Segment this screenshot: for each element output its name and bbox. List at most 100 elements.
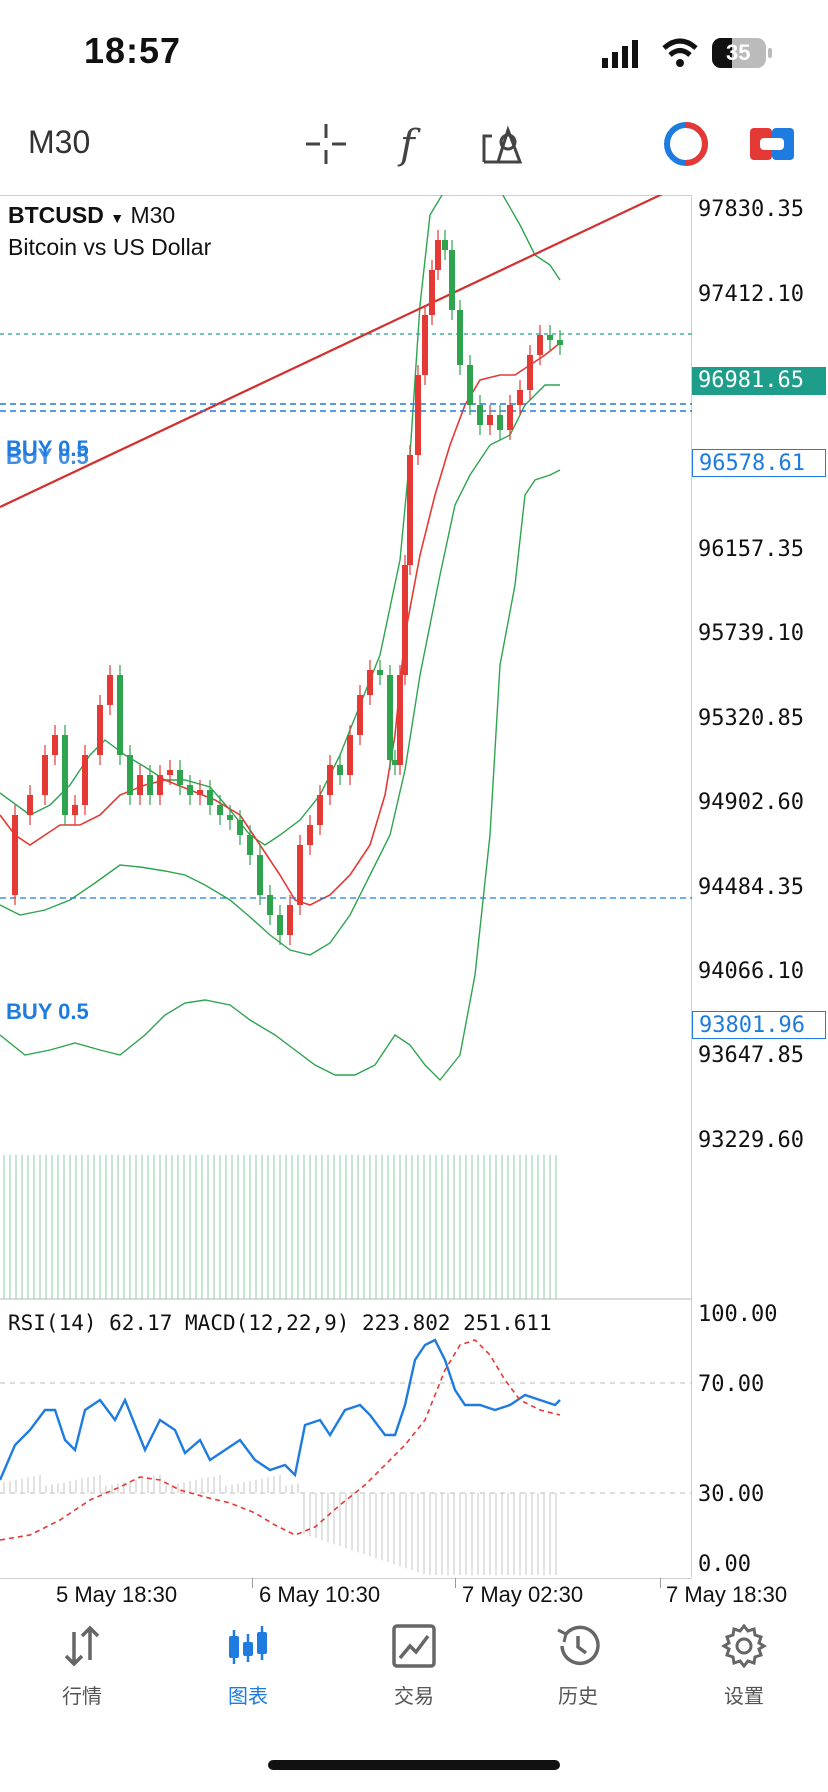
- x-axis-label: 7 May 02:30: [462, 1582, 584, 1607]
- timeframe-button[interactable]: M30: [28, 124, 91, 160]
- candle-body: [107, 675, 113, 705]
- moving-average-line: [0, 342, 561, 906]
- x-axis-line: [0, 1578, 692, 1579]
- macd-histogram: [3, 1475, 557, 1575]
- candle-body: [537, 335, 543, 355]
- candle-body: [397, 675, 403, 765]
- symbol-name: BTCUSD: [8, 202, 104, 228]
- candle-body: [27, 795, 33, 815]
- rsi-level: 0.00: [698, 1552, 751, 1577]
- candle-body: [307, 825, 313, 845]
- price-level: 94066.10: [698, 959, 804, 984]
- x-axis-label: 6 May 10:30: [259, 1582, 381, 1607]
- candle-body: [487, 415, 493, 425]
- price-level: 97412.10: [698, 282, 804, 307]
- x-tick: [455, 1578, 456, 1588]
- quotes-arrows-icon: [64, 1625, 100, 1667]
- candle-body: [392, 760, 398, 765]
- home-indicator: [268, 1760, 560, 1770]
- trade-chart-icon: [392, 1624, 436, 1668]
- nav-quotes[interactable]: 行情: [22, 1622, 142, 1709]
- rsi-line: [0, 1338, 561, 1481]
- wifi-icon: [662, 38, 698, 67]
- candle-body: [72, 805, 78, 815]
- candle-body: [387, 675, 393, 760]
- candle-body: [327, 765, 333, 795]
- chart-area[interactable]: [0, 195, 692, 1577]
- candle-body: [337, 765, 343, 775]
- price-level: 96157.35: [698, 537, 804, 562]
- objects-icon[interactable]: [478, 120, 526, 168]
- nav-history-label: 历史: [558, 1686, 598, 1708]
- candle-body: [429, 270, 435, 315]
- candle-body: [497, 415, 503, 430]
- candle-body: [357, 695, 363, 735]
- candle-body: [82, 755, 88, 805]
- candle-body: [449, 250, 455, 310]
- candle-body: [422, 315, 428, 375]
- symbol-timeframe: M30: [130, 202, 176, 228]
- battery-icon: 35: [712, 38, 766, 68]
- nav-chart[interactable]: 图表: [188, 1622, 308, 1709]
- x-tick: [660, 1578, 661, 1588]
- bollinger-upper-line: [0, 195, 561, 846]
- trade-panel-icon[interactable]: [748, 120, 796, 168]
- candle-body: [257, 855, 263, 895]
- nav-settings[interactable]: 设置: [684, 1622, 804, 1709]
- candle-body: [402, 565, 408, 675]
- nav-trade[interactable]: 交易: [354, 1622, 474, 1709]
- candle-body: [527, 355, 533, 390]
- candle-body: [127, 755, 133, 795]
- order-price-tag-2: 93801.96: [692, 1011, 826, 1039]
- candle-body: [267, 895, 273, 915]
- candle-body: [467, 365, 473, 405]
- svg-text:f: f: [397, 122, 421, 168]
- price-level: 93647.85: [698, 1043, 804, 1068]
- price-level: 94902.60: [698, 790, 804, 815]
- order-price-tag-1: 96578.61: [692, 449, 826, 477]
- candle-body: [442, 240, 448, 250]
- x-axis-label: 7 May 18:30: [666, 1582, 788, 1607]
- indicator-legend: RSI(14) 62.17 MACD(12,22,9) 223.802 251.…: [8, 1311, 552, 1335]
- macd-signal-line: [0, 1339, 561, 1541]
- candle-body: [167, 770, 173, 775]
- bollinger-middle-line: [0, 384, 560, 956]
- candle-body: [477, 405, 483, 425]
- candle-body: [117, 675, 123, 755]
- candle-body: [457, 310, 463, 365]
- x-axis-label: 5 May 18:30: [56, 1582, 178, 1607]
- order-label-1b[interactable]: BUY 0.5: [6, 444, 89, 469]
- rsi-level: 70.00: [698, 1372, 765, 1397]
- candle-body: [177, 770, 183, 785]
- symbol-description: Bitcoin vs US Dollar: [8, 234, 212, 260]
- rsi-level: 30.00: [698, 1482, 765, 1507]
- candlestick-series: [12, 230, 563, 945]
- candle-body: [217, 805, 223, 815]
- symbol-selector[interactable]: BTCUSD ▼ M30: [8, 202, 175, 229]
- candle-body: [317, 795, 323, 825]
- volume-bars: [3, 1155, 557, 1299]
- candlestick-chart-icon: [229, 1626, 267, 1664]
- candle-body: [197, 790, 203, 795]
- candle-body: [207, 790, 213, 805]
- gear-icon: [721, 1623, 767, 1669]
- candle-body: [547, 335, 553, 340]
- x-tick: [252, 1578, 253, 1588]
- trend-line: [0, 195, 663, 508]
- candle-body: [407, 455, 413, 565]
- candle-body: [237, 820, 243, 835]
- candle-body: [377, 670, 383, 675]
- crosshair-icon[interactable]: [302, 120, 350, 168]
- order-label-2[interactable]: BUY 0.5: [6, 999, 89, 1024]
- candle-body: [287, 905, 293, 935]
- candle-body: [507, 405, 513, 430]
- candle-body: [297, 845, 303, 905]
- indicators-icon[interactable]: f: [390, 120, 438, 168]
- macd-label: MACD(12,22,9) 223.802 251.611: [185, 1311, 552, 1335]
- order-label-1a[interactable]: BUY 0.5: [6, 436, 89, 461]
- current-price-tag: 96981.65: [692, 367, 826, 395]
- price-level: 95320.85: [698, 706, 804, 731]
- signal-icon: [602, 40, 638, 68]
- one-click-trading-icon[interactable]: [662, 120, 710, 168]
- nav-history[interactable]: 历史: [518, 1622, 638, 1709]
